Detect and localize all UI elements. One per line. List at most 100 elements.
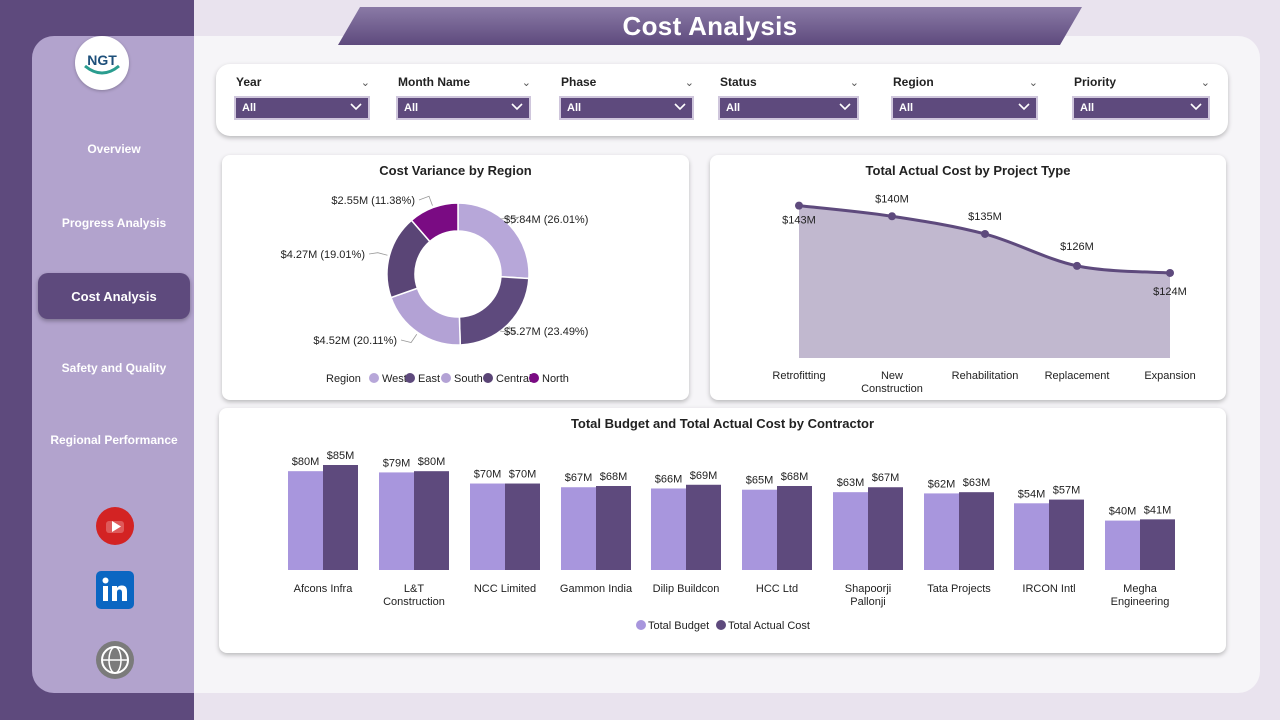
linkedin-icon[interactable]: [95, 570, 135, 610]
bar-budget[interactable]: [379, 472, 414, 570]
data-label: $41M: [1144, 504, 1172, 516]
filter-dropdown[interactable]: All: [718, 96, 859, 120]
chevron-down-icon: [511, 102, 523, 114]
leader-line: [418, 195, 433, 206]
bar-actual[interactable]: [959, 492, 994, 570]
filter-phase: Phase ⌄ All: [559, 72, 694, 120]
area-point[interactable]: [888, 212, 896, 221]
bar-budget[interactable]: [651, 488, 686, 570]
filter-year: Year ⌄ All: [234, 72, 370, 120]
filter-label-row: Phase ⌄: [559, 72, 694, 92]
filter-dropdown[interactable]: All: [1072, 96, 1210, 120]
x-tick-label: Retrofitting: [772, 370, 825, 382]
legend-label[interactable]: South: [454, 373, 483, 385]
data-label: $4.52M (20.11%): [313, 335, 397, 347]
filter-dropdown[interactable]: All: [234, 96, 370, 120]
filter-month-name: Month Name ⌄ All: [396, 72, 531, 120]
data-label: $62M: [928, 478, 956, 490]
nav-item-regional-performance[interactable]: Regional Performance: [50, 433, 178, 447]
leader-line: [499, 326, 517, 335]
legend-label[interactable]: Central: [496, 373, 531, 385]
x-tick-label: Megha: [1123, 583, 1158, 595]
filter-value: All: [404, 102, 419, 114]
chevron-down-icon[interactable]: ⌄: [684, 76, 694, 89]
bar-budget[interactable]: [924, 493, 959, 570]
filter-value: All: [1080, 102, 1095, 114]
donut-slice-south[interactable]: [390, 287, 462, 346]
bar-actual[interactable]: [414, 471, 449, 570]
bar-budget[interactable]: [470, 483, 505, 570]
bar-budget[interactable]: [288, 471, 323, 570]
filter-dropdown[interactable]: All: [396, 96, 531, 120]
data-label: $4.27M (19.01%): [281, 249, 365, 261]
data-label: $140M: [875, 193, 909, 205]
legend-marker: [483, 373, 493, 383]
chevron-down-icon[interactable]: ⌄: [360, 76, 370, 89]
nav-item-safety-and-quality[interactable]: Safety and Quality: [61, 361, 167, 375]
data-label: $124M: [1153, 286, 1187, 298]
bar-actual[interactable]: [1140, 519, 1175, 570]
donut-slice-north[interactable]: [410, 202, 459, 243]
bar-budget[interactable]: [1105, 520, 1140, 570]
x-tick-label: Construction: [383, 596, 445, 608]
bar-budget[interactable]: [833, 492, 868, 570]
data-label: $70M: [509, 469, 537, 481]
data-label: $70M: [474, 469, 502, 481]
bar-actual[interactable]: [596, 486, 631, 570]
page-title: Cost Analysis: [622, 10, 798, 41]
legend-label[interactable]: West: [382, 373, 407, 385]
x-tick-label: Shapoorji: [845, 583, 891, 595]
chevron-down-icon: [1190, 102, 1202, 114]
title-banner: [338, 7, 1082, 45]
chevron-down-icon[interactable]: ⌄: [1028, 76, 1038, 89]
filter-priority: Priority ⌄ All: [1072, 72, 1210, 120]
bar-actual[interactable]: [505, 483, 540, 570]
globe-icon[interactable]: [95, 640, 135, 680]
data-label: $40M: [1109, 506, 1137, 518]
nav-item-progress-analysis[interactable]: Progress Analysis: [61, 216, 167, 230]
bar-actual[interactable]: [868, 487, 903, 570]
data-label: $54M: [1018, 488, 1046, 500]
area-fill: [799, 205, 1170, 358]
bar-chart: $80M $85M Afcons Infra $79M $80M L&TConstruct…: [288, 450, 1175, 632]
chevron-down-icon[interactable]: ⌄: [521, 76, 531, 89]
legend-marker: [369, 373, 379, 383]
bar-budget[interactable]: [561, 487, 596, 570]
filter-label: Region: [893, 75, 934, 89]
youtube-icon[interactable]: [95, 506, 135, 546]
bar-budget[interactable]: [742, 489, 777, 570]
legend-marker: [636, 620, 646, 630]
filter-label: Year: [236, 75, 262, 89]
x-tick-label: Replacement: [1045, 370, 1110, 382]
x-tick-label: New: [881, 370, 903, 382]
filter-value: All: [567, 102, 582, 114]
x-tick-label: NCC Limited: [474, 583, 536, 595]
nav-item-overview[interactable]: Overview: [87, 142, 141, 156]
legend-label[interactable]: Total Budget: [648, 620, 709, 632]
bar-actual[interactable]: [777, 486, 812, 570]
x-tick-label: HCC Ltd: [756, 583, 798, 595]
data-label: $79M: [383, 457, 411, 469]
area-point[interactable]: [1073, 261, 1081, 270]
nav-item-cost-analysis[interactable]: Cost Analysis: [38, 273, 190, 319]
area-point[interactable]: [795, 201, 803, 210]
chevron-down-icon: [674, 102, 686, 114]
legend-label[interactable]: Total Actual Cost: [728, 620, 810, 632]
filter-dropdown[interactable]: All: [559, 96, 694, 120]
area-point[interactable]: [1166, 268, 1174, 277]
bar-actual[interactable]: [323, 465, 358, 570]
data-label: $5.27M (23.49%): [504, 326, 588, 338]
x-tick-label: Rehabilitation: [952, 370, 1019, 382]
chevron-down-icon[interactable]: ⌄: [1200, 76, 1210, 89]
bar-actual[interactable]: [686, 484, 721, 570]
chevron-down-icon: [350, 102, 362, 114]
bar-actual[interactable]: [1049, 499, 1084, 570]
data-label: $67M: [565, 472, 593, 484]
legend-label[interactable]: East: [418, 373, 440, 385]
chevron-down-icon[interactable]: ⌄: [849, 76, 859, 89]
data-label: $5.84M (26.01%): [504, 214, 588, 226]
filter-dropdown[interactable]: All: [891, 96, 1038, 120]
legend-label[interactable]: North: [542, 373, 569, 385]
area-point[interactable]: [981, 229, 989, 238]
bar-budget[interactable]: [1014, 503, 1049, 570]
